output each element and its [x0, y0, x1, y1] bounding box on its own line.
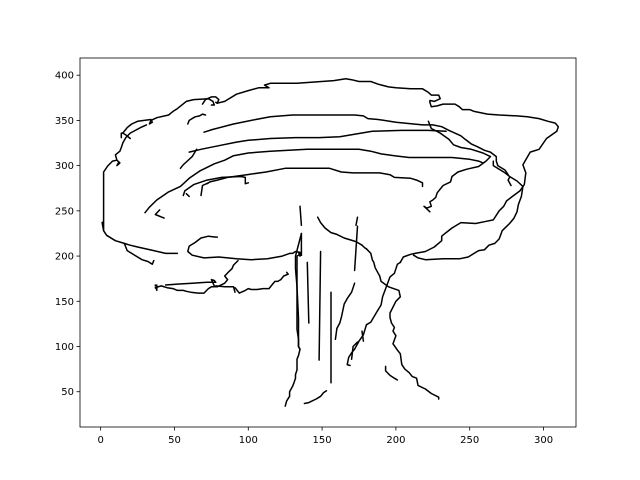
stroke-line-12 — [346, 261, 402, 367]
stroke-line-4 — [114, 124, 148, 161]
stroke-line-18 — [507, 176, 512, 187]
stroke-line-14 — [316, 216, 368, 250]
stroke-line-22 — [144, 148, 484, 214]
stroke-line-31 — [154, 259, 239, 294]
axis-ticks: 0 50 100 150 200 250 300 50 100 150 200 250 300 350 40… — [55, 71, 553, 446]
stroke-line-46 — [384, 365, 399, 381]
stroke-line-35 — [215, 285, 236, 293]
stroke-line-2 — [102, 229, 179, 255]
stroke-line-1 — [101, 159, 121, 232]
stroke-line-6 — [122, 97, 214, 134]
stroke-line-40 — [299, 205, 303, 227]
y-tick-label: 150 — [55, 297, 74, 308]
stroke-line-15 — [365, 248, 440, 400]
y-tick-label: 50 — [61, 387, 74, 398]
stroke-line-30 — [187, 235, 303, 261]
x-tick-label: 150 — [313, 435, 332, 446]
x-tick-label: 0 — [97, 435, 103, 446]
y-tick-label: 350 — [55, 116, 74, 127]
x-tick-label: 50 — [168, 435, 181, 446]
x-tick-label: 200 — [386, 435, 405, 446]
stroke-line-36 — [234, 273, 289, 294]
stroke-line-21 — [412, 160, 524, 261]
stroke-line-24 — [188, 129, 447, 153]
stroke-line-29 — [185, 192, 190, 198]
stroke-line-42 — [318, 250, 322, 361]
stroke-line-41 — [306, 261, 310, 324]
stroke-line-45 — [303, 390, 328, 405]
stroke-line-20 — [423, 155, 492, 213]
x-tick-label: 100 — [239, 435, 258, 446]
stroke-line-34 — [164, 278, 217, 287]
stroke-line-38 — [284, 232, 303, 407]
y-tick-label: 300 — [55, 161, 74, 172]
stroke-line-9 — [216, 78, 441, 104]
stroke-line-48 — [361, 330, 365, 342]
stroke-line-7 — [210, 100, 216, 106]
y-tick-label: 100 — [55, 342, 74, 353]
stroke-line-13 — [350, 341, 359, 360]
y-tick-label: 250 — [55, 206, 74, 217]
stroke-line-26 — [182, 175, 250, 197]
axes-frame — [79, 57, 577, 428]
stroke-line-27 — [200, 182, 210, 197]
stroke-line-16 — [187, 113, 207, 125]
stroke-line-37 — [285, 271, 289, 275]
stroke-line-17 — [203, 114, 509, 176]
stroke-line-47 — [334, 282, 356, 341]
y-tick-label: 200 — [55, 252, 74, 263]
stroke-line-28 — [154, 209, 165, 219]
x-tick-label: 250 — [460, 435, 479, 446]
x-tick-label: 300 — [534, 435, 553, 446]
stroke-line-44 — [353, 225, 359, 272]
plot-area — [101, 78, 560, 407]
y-tick-label: 400 — [55, 71, 74, 82]
stroke-line-39 — [294, 232, 303, 350]
stroke-line-49 — [355, 216, 359, 227]
stroke-line-10 — [429, 101, 560, 133]
stroke-line-23 — [179, 148, 198, 170]
stroke-line-11 — [399, 130, 558, 264]
stroke-line-3 — [123, 242, 155, 265]
